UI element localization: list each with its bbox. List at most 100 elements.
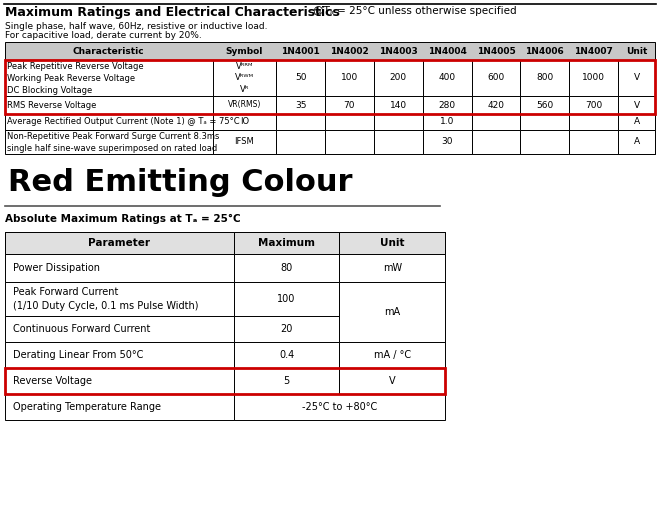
Text: 100: 100 <box>341 73 358 83</box>
Bar <box>325 130 374 154</box>
Text: Power Dissipation: Power Dissipation <box>13 263 100 273</box>
Bar <box>325 60 374 96</box>
Text: IFSM: IFSM <box>234 137 254 147</box>
Bar <box>213 114 276 130</box>
Text: Maximum Ratings and Electrical Characteristics: Maximum Ratings and Electrical Character… <box>5 6 340 19</box>
Bar <box>339 282 445 316</box>
Text: 0.4: 0.4 <box>279 350 294 360</box>
Bar <box>472 130 521 154</box>
Text: mA / °C: mA / °C <box>374 350 411 360</box>
Text: Symbol: Symbol <box>226 47 263 55</box>
Bar <box>5 282 234 316</box>
Bar <box>276 114 325 130</box>
Text: Peak Repetitive Reverse Voltage
Working Peak Reverse Voltage
DC Blocking Voltage: Peak Repetitive Reverse Voltage Working … <box>7 62 144 94</box>
Text: 560: 560 <box>537 101 554 109</box>
Bar <box>472 60 521 96</box>
Text: @Tₐ = 25°C unless otherwise specified: @Tₐ = 25°C unless otherwise specified <box>310 6 517 16</box>
Text: -25°C to +80°C: -25°C to +80°C <box>302 402 377 412</box>
Text: 5: 5 <box>284 376 290 386</box>
Bar <box>5 114 655 130</box>
Bar <box>374 130 422 154</box>
Bar <box>339 342 445 368</box>
Text: 1N4005: 1N4005 <box>477 47 515 55</box>
Text: Derating Linear From 50°C: Derating Linear From 50°C <box>13 350 143 360</box>
Text: 1N4002: 1N4002 <box>330 47 369 55</box>
Bar <box>570 130 618 154</box>
Bar <box>5 368 234 394</box>
Bar <box>5 42 655 60</box>
Text: 1.0: 1.0 <box>440 117 454 127</box>
Text: VR(RMS): VR(RMS) <box>228 101 261 109</box>
Text: Maximum: Maximum <box>258 238 315 248</box>
Bar <box>234 254 339 282</box>
Text: V: V <box>634 73 640 83</box>
Bar <box>618 114 655 130</box>
Text: Single phase, half wave, 60Hz, resistive or inductive load.: Single phase, half wave, 60Hz, resistive… <box>5 22 267 31</box>
Bar <box>5 342 234 368</box>
Text: 100: 100 <box>277 294 296 304</box>
Text: Continuous Forward Current: Continuous Forward Current <box>13 324 150 334</box>
Text: IO: IO <box>240 117 249 127</box>
Bar <box>472 114 521 130</box>
Text: Red Emitting Colour: Red Emitting Colour <box>8 168 352 197</box>
Bar <box>234 232 339 254</box>
Text: 1N4004: 1N4004 <box>428 47 467 55</box>
Bar <box>618 96 655 114</box>
Bar <box>5 96 655 114</box>
Bar <box>5 60 655 96</box>
Text: Operating Temperature Range: Operating Temperature Range <box>13 402 161 412</box>
Bar <box>325 96 374 114</box>
Bar <box>618 130 655 154</box>
Bar <box>5 316 234 342</box>
Text: 50: 50 <box>295 73 306 83</box>
Bar <box>234 282 339 316</box>
Bar <box>5 254 234 282</box>
Bar <box>339 316 445 342</box>
Text: mW: mW <box>383 263 402 273</box>
Text: A: A <box>634 117 640 127</box>
Bar <box>234 394 445 420</box>
Bar <box>339 232 445 254</box>
Bar <box>5 130 655 154</box>
Bar <box>521 96 570 114</box>
Text: 700: 700 <box>585 101 603 109</box>
Text: 1N4006: 1N4006 <box>525 47 564 55</box>
Bar <box>339 282 445 342</box>
Bar <box>234 316 339 342</box>
Bar <box>276 130 325 154</box>
Text: Average Rectified Output Current (Note 1) @ Tₐ = 75°C: Average Rectified Output Current (Note 1… <box>7 117 240 127</box>
Bar <box>422 114 472 130</box>
Text: Vᴿᴿᴹ
Vᴿᵂᴹ
Vᴿ: Vᴿᴿᴹ Vᴿᵂᴹ Vᴿ <box>235 62 254 94</box>
Bar <box>472 96 521 114</box>
Text: 30: 30 <box>442 137 453 147</box>
Bar <box>213 60 276 96</box>
Bar <box>339 254 445 282</box>
Text: 280: 280 <box>439 101 455 109</box>
Bar <box>374 114 422 130</box>
Text: For capacitive load, derate current by 20%.: For capacitive load, derate current by 2… <box>5 31 202 40</box>
Text: 35: 35 <box>295 101 306 109</box>
Bar <box>325 114 374 130</box>
Text: 1N4001: 1N4001 <box>281 47 320 55</box>
Text: Parameter: Parameter <box>88 238 150 248</box>
Bar <box>521 114 570 130</box>
Bar <box>276 96 325 114</box>
Bar <box>276 60 325 96</box>
Text: 70: 70 <box>344 101 355 109</box>
Bar <box>5 368 445 394</box>
Bar <box>234 342 339 368</box>
Bar <box>234 368 339 394</box>
Text: mA: mA <box>384 307 400 317</box>
Bar <box>570 60 618 96</box>
Bar <box>5 60 655 114</box>
Bar <box>618 60 655 96</box>
Bar <box>374 96 422 114</box>
Text: RMS Reverse Voltage: RMS Reverse Voltage <box>7 101 96 109</box>
Bar <box>374 60 422 96</box>
Bar <box>213 96 276 114</box>
Text: 20: 20 <box>280 324 293 334</box>
Bar <box>5 232 234 254</box>
Text: Peak Forward Current
(1/10 Duty Cycle, 0.1 ms Pulse Width): Peak Forward Current (1/10 Duty Cycle, 0… <box>13 287 199 310</box>
Text: 1N4003: 1N4003 <box>379 47 418 55</box>
Text: Unit: Unit <box>380 238 405 248</box>
